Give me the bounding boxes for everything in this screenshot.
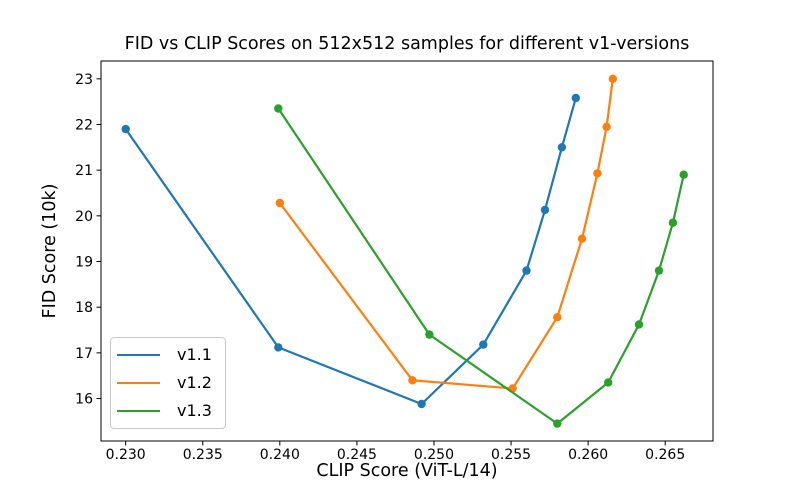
series-v1.3: [274, 104, 688, 428]
series-v1.1: [121, 93, 580, 409]
legend-item: v1.2: [111, 369, 225, 397]
x-tick-label: 0.230: [106, 447, 146, 463]
chart-title: FID vs CLIP Scores on 512x512 samples fo…: [124, 34, 690, 54]
data-point: [679, 170, 688, 179]
data-point: [577, 234, 587, 243]
data-point: [634, 320, 644, 329]
data-point: [274, 104, 283, 113]
series-v1.2: [275, 74, 617, 393]
y-tick-label: 20: [75, 209, 93, 225]
legend-item: v1.3: [111, 397, 225, 425]
data-point: [604, 378, 613, 387]
x-tick-label: 0.265: [645, 447, 685, 463]
data-point: [408, 376, 417, 385]
x-tick-label: 0.255: [491, 447, 531, 463]
y-tick-label: 22: [75, 117, 93, 133]
y-tick-label: 21: [75, 163, 93, 179]
legend: v1.1 v1.2 v1.3: [110, 337, 226, 429]
data-point: [608, 74, 617, 84]
data-point: [571, 93, 580, 103]
x-tick-label: 0.245: [337, 447, 377, 463]
legend-label: v1.1: [177, 345, 212, 364]
data-point: [553, 313, 562, 322]
data-point: [593, 169, 602, 178]
data-point: [121, 124, 130, 134]
y-tick-label: 23: [75, 72, 93, 88]
legend-line-swatch: [117, 409, 160, 413]
legend-item: v1.1: [111, 341, 225, 369]
x-tick-label: 0.250: [414, 447, 454, 463]
data-point: [425, 330, 434, 339]
x-tick-label: 0.235: [183, 447, 223, 463]
y-tick-label: 16: [75, 392, 93, 408]
x-tick-label: 0.240: [260, 447, 300, 463]
data-point: [275, 198, 284, 208]
legend-label: v1.3: [177, 401, 212, 420]
data-point: [417, 399, 426, 409]
data-point: [522, 266, 531, 275]
data-point: [654, 266, 664, 275]
data-point: [540, 205, 550, 215]
legend-line-swatch: [117, 353, 160, 357]
data-point: [274, 343, 283, 352]
legend-line-swatch: [117, 381, 160, 385]
x-tick-label: 0.260: [568, 447, 608, 463]
y-tick-label: 18: [75, 300, 93, 316]
x-axis-label: CLIP Score (ViT-L/14): [316, 461, 498, 481]
y-tick-label: 17: [75, 346, 93, 362]
data-point: [668, 218, 678, 227]
data-point: [553, 419, 562, 428]
legend-label: v1.2: [177, 373, 212, 392]
data-point: [602, 122, 611, 131]
data-point: [479, 340, 488, 349]
y-tick-label: 19: [75, 255, 93, 271]
data-point: [557, 143, 567, 152]
